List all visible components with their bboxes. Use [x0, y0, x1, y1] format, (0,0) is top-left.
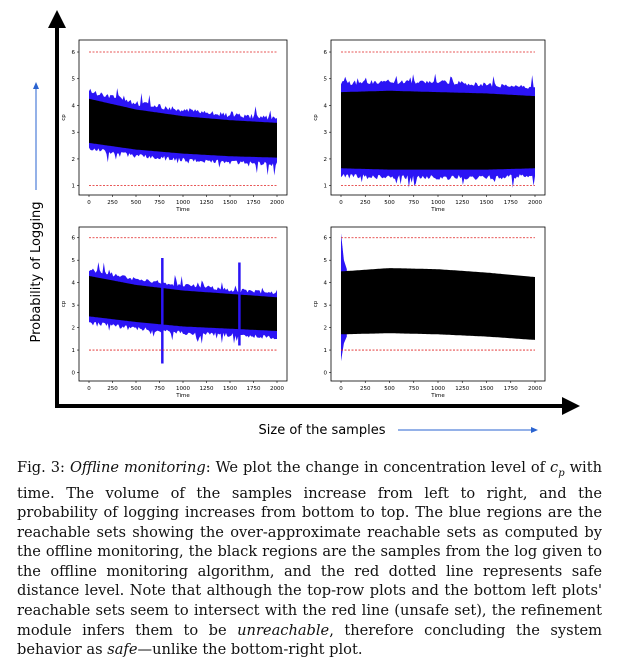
x-tick-label: 2000 — [528, 200, 542, 206]
caption-unreachable: unreachable — [237, 621, 330, 639]
x-tick-label: 750 — [409, 200, 420, 206]
x-tick-label: 1500 — [223, 200, 237, 206]
x-tick-label: 1000 — [176, 386, 190, 392]
log-samples-region — [341, 268, 535, 340]
x-tick-label: 1000 — [176, 200, 190, 206]
figure: Probability of Logging Size of the sampl… — [29, 10, 580, 438]
x-tick-label: 0 — [339, 386, 343, 392]
caption-var-c: c — [550, 459, 559, 476]
x-tick-label: 0 — [87, 200, 91, 206]
x-tick-label: 1500 — [223, 386, 237, 392]
x-tick-label: 2000 — [528, 386, 542, 392]
x-tick-label: 1250 — [200, 200, 214, 206]
caption-var-p: p — [558, 467, 565, 479]
subplot-bottom-right: 0 250 500 750 1000 1250 1500 1750 2000 0 1 2 3 4 5 6 Tim… — [313, 226, 546, 399]
x-tick-label: 1750 — [504, 386, 518, 392]
big-x-axis-arrowhead — [562, 397, 580, 415]
y-tick-label: 6 — [324, 50, 328, 56]
x-tick-label: 500 — [384, 200, 395, 206]
y-tick-label: 4 — [324, 281, 328, 287]
x-tick-label: 1500 — [480, 386, 494, 392]
caption-title: Offline monitoring — [69, 459, 206, 476]
x-tick-label: 0 — [339, 200, 343, 206]
y-tick-label: 3 — [72, 130, 76, 136]
y-axis-title: cp — [61, 114, 67, 121]
x-tick-label: 2000 — [270, 200, 284, 206]
x-tick-label: 500 — [131, 386, 142, 392]
subplot-top-right: 0 250 500 750 1000 1250 1500 1750 2000 1 2 3 4 5 6 Time… — [313, 39, 546, 213]
y-tick-label: 2 — [72, 326, 76, 332]
x-tick-label: 750 — [409, 386, 420, 392]
figure-caption: Fig. 3: Offline monitoring: We plot the … — [17, 458, 602, 660]
y-tick-label: 1 — [324, 184, 328, 190]
x-tick-label: 1000 — [431, 200, 445, 206]
x-axis-title: Time — [430, 207, 445, 213]
x-axis-title: Time — [175, 207, 190, 213]
y-tick-label: 0 — [72, 371, 76, 377]
x-tick-label: 1500 — [480, 200, 494, 206]
y-tick-label: 0 — [324, 371, 328, 377]
x-tick-label: 1250 — [455, 200, 469, 206]
y-tick-label: 6 — [72, 50, 76, 56]
caption-body-3: , therefore concluding the system behavi… — [17, 621, 602, 659]
y-tick-label: 2 — [72, 157, 76, 163]
caption-safe: safe — [107, 641, 138, 659]
x-tick-label: 1250 — [200, 386, 214, 392]
caption-body-4: —unlike the bottom-right plot. — [137, 641, 363, 659]
y-tick-label: 4 — [72, 281, 76, 287]
x-tick-label: 250 — [360, 200, 371, 206]
subplot-bottom-left: 0 250 500 750 1000 1250 1500 1750 2000 0 1 2 3 4 5 6 Tim… — [61, 226, 288, 399]
log-samples-region — [89, 98, 277, 158]
y-tick-label: 5 — [324, 77, 328, 83]
log-samples-region — [89, 275, 277, 331]
caption-lead: Fig. 3: — [17, 459, 65, 476]
x-tick-label: 2000 — [270, 386, 284, 392]
x-tick-label: 1250 — [455, 386, 469, 392]
x-tick-label: 500 — [384, 386, 395, 392]
y-tick-label: 1 — [72, 184, 76, 190]
x-tick-label: 1000 — [431, 386, 445, 392]
y-tick-label: 2 — [324, 326, 328, 332]
x-tick-label: 1750 — [504, 200, 518, 206]
y-axis-label: Probability of Logging — [29, 201, 44, 342]
big-y-axis-arrowhead — [48, 10, 66, 28]
x-tick-label: 1750 — [247, 386, 261, 392]
x-axis-label: Size of the samples — [259, 423, 386, 438]
y-tick-label: 4 — [324, 103, 328, 109]
x-tick-label: 250 — [360, 386, 371, 392]
x-axis-title: Time — [430, 393, 445, 399]
x-tick-label: 250 — [107, 200, 118, 206]
y-tick-label: 5 — [72, 258, 76, 264]
x-axis-title: Time — [175, 393, 190, 399]
y-axis-title: cp — [313, 300, 319, 307]
y-axis-title: cp — [61, 300, 67, 307]
y-tick-label: 1 — [324, 348, 328, 354]
x-tick-label: 750 — [154, 386, 165, 392]
caption-body-1: : We plot the change in concentration le… — [205, 459, 550, 476]
big-axes — [48, 10, 580, 415]
y-tick-label: 4 — [72, 103, 76, 109]
log-samples-region — [341, 90, 535, 170]
x-tick-label: 1750 — [247, 200, 261, 206]
x-tick-label: 250 — [107, 386, 118, 392]
y-tick-label: 6 — [72, 236, 76, 242]
y-tick-label: 3 — [72, 303, 76, 309]
subplot-grid: 0 250 500 750 1000 1250 1500 1750 2000123456Time… — [61, 39, 546, 399]
caption-var: cp — [550, 459, 565, 479]
y-guide-arrow — [33, 82, 39, 190]
y-tick-label: 3 — [324, 303, 328, 309]
y-axis-title: cp — [313, 114, 319, 121]
y-tick-label: 5 — [324, 258, 328, 264]
x-tick-label: 500 — [131, 200, 142, 206]
x-tick-label: 750 — [154, 200, 165, 206]
y-tick-label: 2 — [324, 157, 328, 163]
y-tick-label: 3 — [324, 130, 328, 136]
x-guide-arrow — [398, 427, 538, 433]
y-tick-label: 1 — [72, 348, 76, 354]
y-tick-label: 6 — [324, 236, 328, 242]
x-tick-label: 0 — [87, 386, 91, 392]
y-tick-label: 5 — [72, 77, 76, 83]
subplot-top-left: 0 250 500 750 1000 1250 1500 1750 2000 1 2 3 4 5 6 Time… — [61, 39, 288, 213]
caption-body-2: with time. The volume of the samples inc… — [17, 459, 602, 639]
